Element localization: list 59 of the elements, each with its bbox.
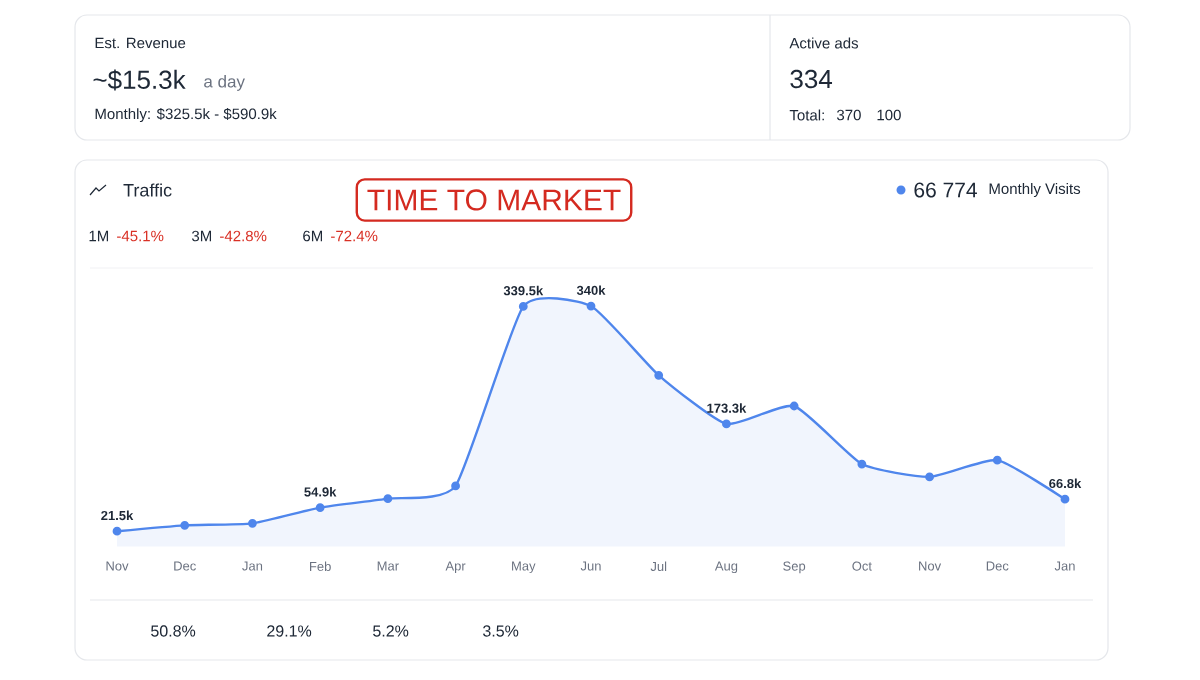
x-tick-label: Oct [852, 561, 872, 571]
point [112, 526, 122, 536]
text: Monthly: $325.5k - $590.9k [95, 107, 277, 123]
x-tick-label: Jul [650, 561, 667, 571]
x-tick-label: Dec [174, 561, 196, 571]
text: 3M [191, 230, 212, 242]
data-label: 66.8k [1049, 478, 1082, 489]
data-label: 21.5k [101, 510, 134, 521]
point [654, 370, 664, 380]
data-label: 339.5k [503, 285, 544, 296]
text: 100 [877, 109, 901, 121]
text: a day [204, 75, 245, 91]
data-label: 173.3k [707, 403, 747, 413]
point [518, 302, 528, 311]
point [857, 459, 867, 469]
x-tick-label: Jan [1054, 561, 1075, 571]
text: 50.8% [151, 625, 196, 637]
x-tick-label: Dec [986, 561, 1009, 571]
x-tick-label: Mar [377, 561, 399, 571]
text: 334 [790, 69, 833, 89]
x-tick-label: Nov [106, 561, 129, 571]
text: Est. Revenue [95, 37, 186, 49]
text: ~$15.3k [93, 69, 186, 91]
x-tick-label: Aug [714, 561, 738, 574]
data-label: 54.9k [304, 486, 337, 497]
data-label: 340k [576, 285, 606, 295]
x-tick-label: Feb [310, 561, 331, 571]
text: 6M [303, 230, 323, 242]
x-tick-label: Apr [445, 561, 466, 574]
text: 5.2% [373, 625, 409, 637]
point [180, 520, 190, 530]
text: Monthly Visits [989, 183, 1081, 197]
x-tick-label: Sep [783, 561, 806, 574]
chart-title: Traffic [123, 183, 172, 197]
point [315, 503, 325, 512]
point [722, 419, 731, 429]
point [789, 401, 799, 411]
point [383, 494, 393, 504]
x-tick-label: Nov [919, 561, 942, 571]
text: Active ads [789, 37, 859, 49]
text: -42.8% [220, 230, 267, 242]
text: 66 774 [914, 182, 977, 198]
text: Total: [789, 109, 824, 121]
text: -45.1% [117, 230, 164, 242]
point [992, 455, 1002, 465]
text: 29.1% [267, 625, 312, 637]
point [248, 518, 257, 528]
text: TIME TO MARKET [367, 189, 621, 211]
text: 370 [836, 109, 861, 121]
text: -72.4% [331, 230, 378, 242]
text: 1M [89, 230, 109, 242]
point [586, 301, 596, 311]
point [451, 481, 460, 491]
x-tick-label: Jan [242, 561, 263, 571]
x-tick-label: Jun [580, 561, 601, 571]
text: 3.5% [483, 625, 519, 637]
x-tick-label: May [512, 561, 536, 574]
point [1060, 494, 1070, 504]
point [925, 472, 934, 482]
